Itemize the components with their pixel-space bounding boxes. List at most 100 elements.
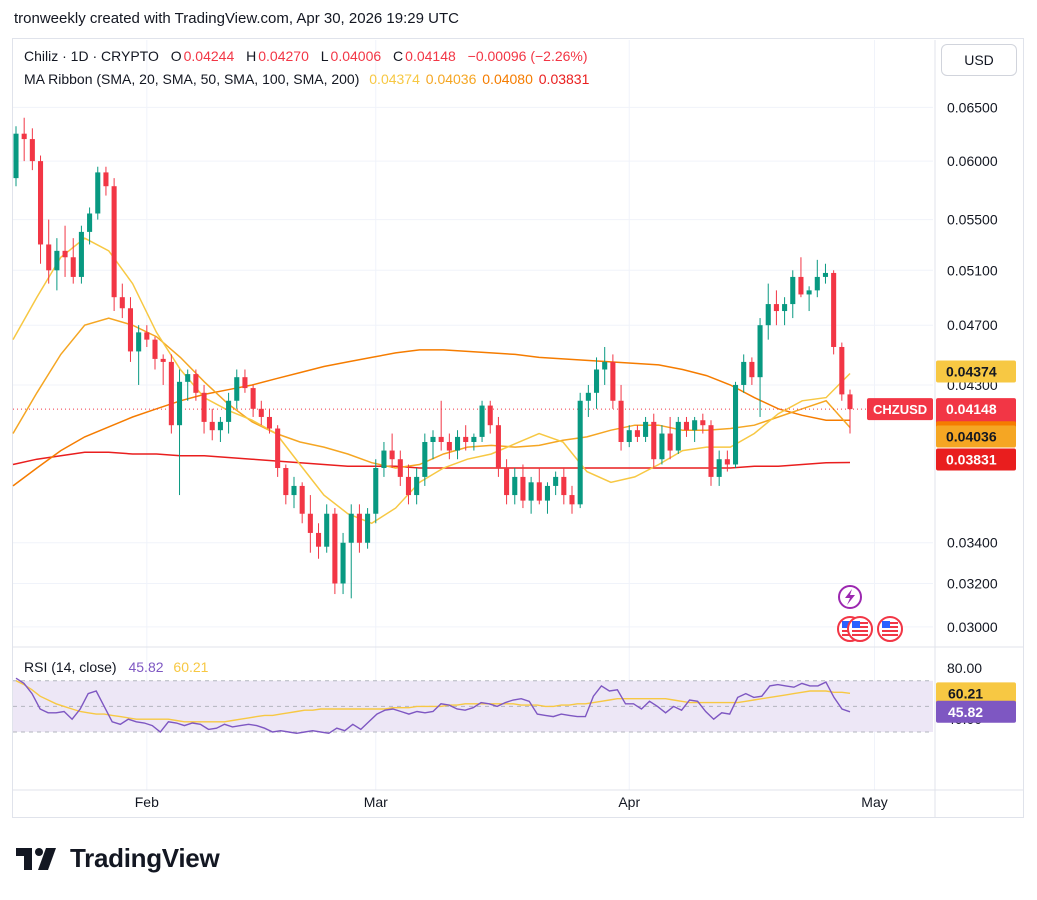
price-axis-label: 0.03000: [947, 619, 998, 635]
ma200-value: 0.03831: [538, 71, 590, 87]
candle-body-up: [814, 276, 820, 291]
candle-body-up: [602, 361, 608, 370]
tradingview-logo-icon: [16, 847, 56, 870]
candle-body-down: [446, 441, 452, 451]
candle-body-down: [103, 172, 109, 187]
candle-body-down: [168, 361, 174, 426]
candle-body-up: [732, 384, 739, 465]
time-axis-label: Apr: [618, 794, 640, 810]
sma20-price-tag-bg: [936, 360, 1016, 383]
candle-body-up: [643, 421, 649, 437]
candle-body-up: [512, 476, 518, 496]
flag-stripe: [852, 634, 868, 636]
price-axis-label: 0.05100: [947, 262, 998, 278]
candle-body-down: [242, 377, 248, 389]
rsi-ma-line: [15, 680, 851, 723]
candle-body-down: [62, 250, 68, 258]
candle-body-up: [806, 290, 812, 295]
sma100-line: [12, 349, 850, 487]
ma-ribbon-legend[interactable]: MA Ribbon (SMA, 20, SMA, 50, SMA, 100, S…: [24, 71, 591, 87]
candle-body-down: [495, 425, 501, 469]
tradingview-logo[interactable]: TradingView: [16, 843, 220, 874]
price-axis-label: 0.05500: [947, 212, 998, 228]
candle-body-up: [185, 374, 191, 382]
rsi-name: RSI (14, close): [24, 659, 117, 675]
candle-body-down: [610, 361, 616, 401]
candle-body-down: [504, 468, 510, 496]
ma100-value: 0.04080: [482, 71, 533, 87]
candle-body-up: [226, 400, 232, 422]
flag-stripe: [882, 634, 898, 636]
symbol-name: Chiliz · 1D · CRYPTO: [24, 48, 159, 64]
candle-body-down: [405, 476, 412, 496]
last-price-tag: 0.04148: [946, 401, 997, 417]
ma20-value: 0.04374: [369, 71, 420, 87]
candle-body-up: [471, 436, 477, 442]
low-value: 0.04006: [330, 48, 382, 64]
candle-body-down: [315, 532, 322, 547]
candle-body-up: [659, 433, 665, 460]
candle-body-up: [454, 436, 461, 451]
candle-body-up: [340, 542, 346, 584]
rsi-line: [15, 677, 851, 735]
candle-body-up: [675, 421, 681, 451]
candle-body-down: [29, 139, 35, 162]
candle-body-up: [13, 133, 19, 179]
candle-body-down: [667, 433, 673, 451]
candle-body-down: [561, 476, 567, 496]
candle-body-down: [798, 276, 804, 295]
candle-body-up: [692, 420, 698, 431]
candle-body-up: [422, 441, 428, 477]
candle-body-up: [430, 436, 436, 442]
candle-body-up: [291, 485, 297, 496]
candle-body-up: [822, 272, 829, 277]
high-value: 0.04270: [258, 48, 309, 64]
candle-body-down: [111, 186, 117, 298]
candle-body-down: [831, 272, 837, 347]
candle-body-up: [544, 485, 551, 501]
candle-body-down: [201, 392, 207, 422]
candle-body-up: [790, 276, 796, 305]
candle-body-down: [847, 394, 853, 410]
rsi-tag-bg: [936, 700, 1016, 723]
symbol-legend[interactable]: Chiliz · 1D · CRYPTO O 0.04244 H 0.04270 L…: [24, 48, 590, 64]
flag-canton: [882, 621, 890, 628]
currency-button[interactable]: USD: [941, 44, 1017, 76]
candle-body-down: [634, 430, 640, 437]
candle-body-down: [21, 133, 27, 140]
sma50-price-tag-bg: [936, 425, 1016, 448]
candle-body-down: [724, 459, 730, 465]
flag-stripe: [852, 630, 868, 632]
rsi-ma-value: 60.21: [173, 659, 209, 675]
candle-body-up: [757, 325, 763, 378]
candle-body-down: [209, 421, 215, 431]
sma50-price-tag: 0.04036: [946, 429, 997, 445]
chart-snapshot-caption: tronweekly created with TradingView.com,…: [14, 10, 459, 27]
candle-body-up: [765, 304, 771, 326]
candle-body-down: [463, 436, 469, 442]
rsi-ma-tag-bg: [936, 682, 1016, 705]
candle-body-up: [716, 459, 722, 477]
candle-body-up: [528, 482, 534, 501]
price-axis-label: 0.06500: [947, 99, 998, 115]
lightning-glyph-icon: [845, 589, 855, 605]
candle-body-up: [365, 513, 371, 543]
candle-body-down: [275, 428, 281, 469]
candle-body-up: [78, 231, 84, 277]
open-label: O: [170, 48, 182, 64]
candle-body-up: [381, 450, 387, 469]
candle-body-down: [70, 257, 76, 277]
rsi-ma-tag: 60.21: [948, 685, 983, 701]
candle-body-down: [773, 304, 779, 312]
rsi-axis-label: 80.00: [947, 660, 982, 676]
candle-body-down: [144, 332, 150, 340]
rsi-legend[interactable]: RSI (14, close) 45.82 60.21: [24, 659, 210, 675]
candle-body-up: [348, 513, 354, 543]
candle-body-down: [389, 450, 395, 460]
candle-body-down: [119, 297, 125, 309]
candle-body-up: [176, 381, 183, 426]
candle-body-down: [520, 476, 526, 501]
candle-body-up: [585, 392, 591, 401]
candle-body-down: [307, 513, 313, 533]
